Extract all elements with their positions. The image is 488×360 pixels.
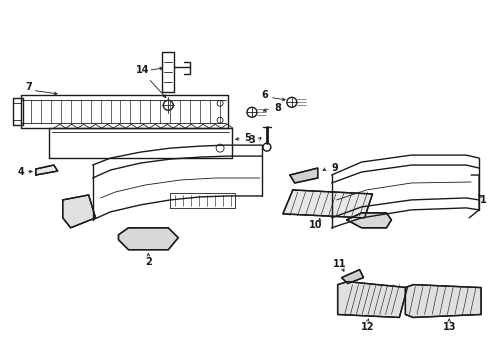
Text: 8: 8 (274, 103, 281, 113)
Polygon shape (118, 228, 178, 250)
Text: 7: 7 (25, 82, 32, 93)
Text: 3: 3 (248, 135, 255, 145)
Text: 11: 11 (332, 259, 346, 269)
Text: 6: 6 (261, 90, 268, 100)
Text: 4: 4 (18, 167, 24, 177)
Polygon shape (62, 195, 95, 228)
Polygon shape (36, 165, 58, 175)
Polygon shape (341, 270, 363, 284)
Text: 2: 2 (145, 257, 151, 267)
Polygon shape (337, 282, 407, 318)
Polygon shape (282, 190, 372, 218)
Text: 5: 5 (244, 133, 251, 143)
Polygon shape (289, 168, 317, 183)
Text: 10: 10 (308, 220, 322, 230)
Text: 12: 12 (360, 323, 373, 332)
Polygon shape (346, 213, 390, 228)
Text: 1: 1 (479, 195, 486, 205)
Polygon shape (405, 285, 480, 318)
Text: 13: 13 (442, 323, 455, 332)
Text: 9: 9 (330, 163, 337, 173)
Text: 14: 14 (135, 66, 149, 76)
